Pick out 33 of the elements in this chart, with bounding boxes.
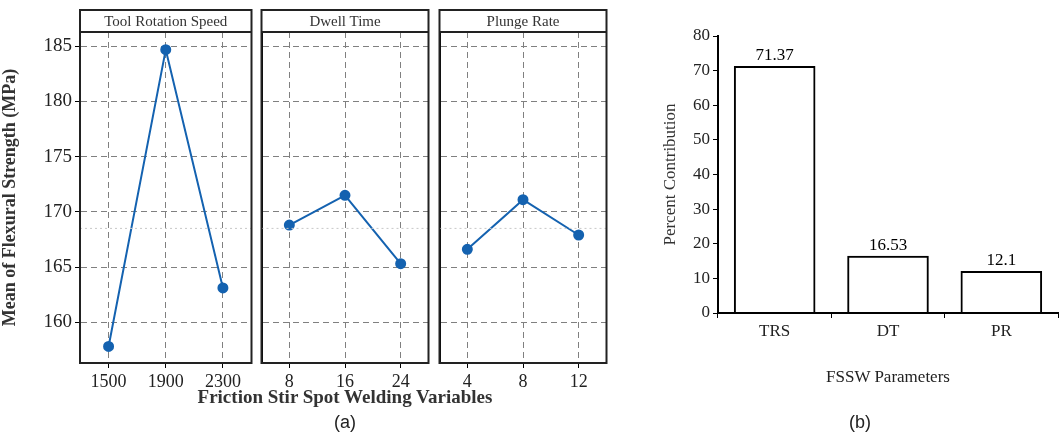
y-tick-label: 70 <box>693 60 710 80</box>
y-tick-label: 40 <box>693 163 710 183</box>
y-tick-label: 10 <box>693 267 710 287</box>
y-tick-label: 0 <box>701 302 710 322</box>
x-axis-title: FSSW Parameters <box>826 367 950 387</box>
y-tick-label: 165 <box>43 254 72 276</box>
data-label: 12.1 <box>986 250 1017 270</box>
y-tick-label: 180 <box>43 89 72 111</box>
chart-title: Plunge Rate <box>486 12 560 29</box>
y-tick-label: 60 <box>693 94 710 114</box>
text: (a) <box>334 412 356 433</box>
y-axis-title: Mean of Flexural Strength (MPa) <box>0 68 21 327</box>
y-tick-label: 30 <box>693 198 710 218</box>
x-tick-label: 12 <box>569 370 588 391</box>
data-label: 71.37 <box>755 44 795 64</box>
x-tick-label: 1500 <box>90 370 127 391</box>
y-tick-label: 175 <box>43 144 72 166</box>
chart-title: Tool Rotation Speed <box>104 12 228 29</box>
x-tick-label: DT <box>876 320 900 340</box>
y-tick-label: 20 <box>693 233 710 253</box>
y-tick-label: 80 <box>693 25 710 45</box>
y-tick-label: 170 <box>43 199 72 221</box>
x-tick-label: TRS <box>759 320 791 340</box>
x-tick-label: PR <box>990 320 1013 340</box>
y-tick-label: 185 <box>43 34 72 56</box>
chart-title: Dwell Time <box>309 12 381 29</box>
x-tick-label: 1900 <box>147 370 184 391</box>
y-tick-label: 160 <box>43 310 72 332</box>
text: (b) <box>849 412 871 433</box>
y-axis-title: Percent Contribution <box>659 102 679 246</box>
y-tick-label: 50 <box>693 129 710 149</box>
data-label: 16.53 <box>868 234 908 254</box>
x-tick-label: 8 <box>518 370 528 391</box>
